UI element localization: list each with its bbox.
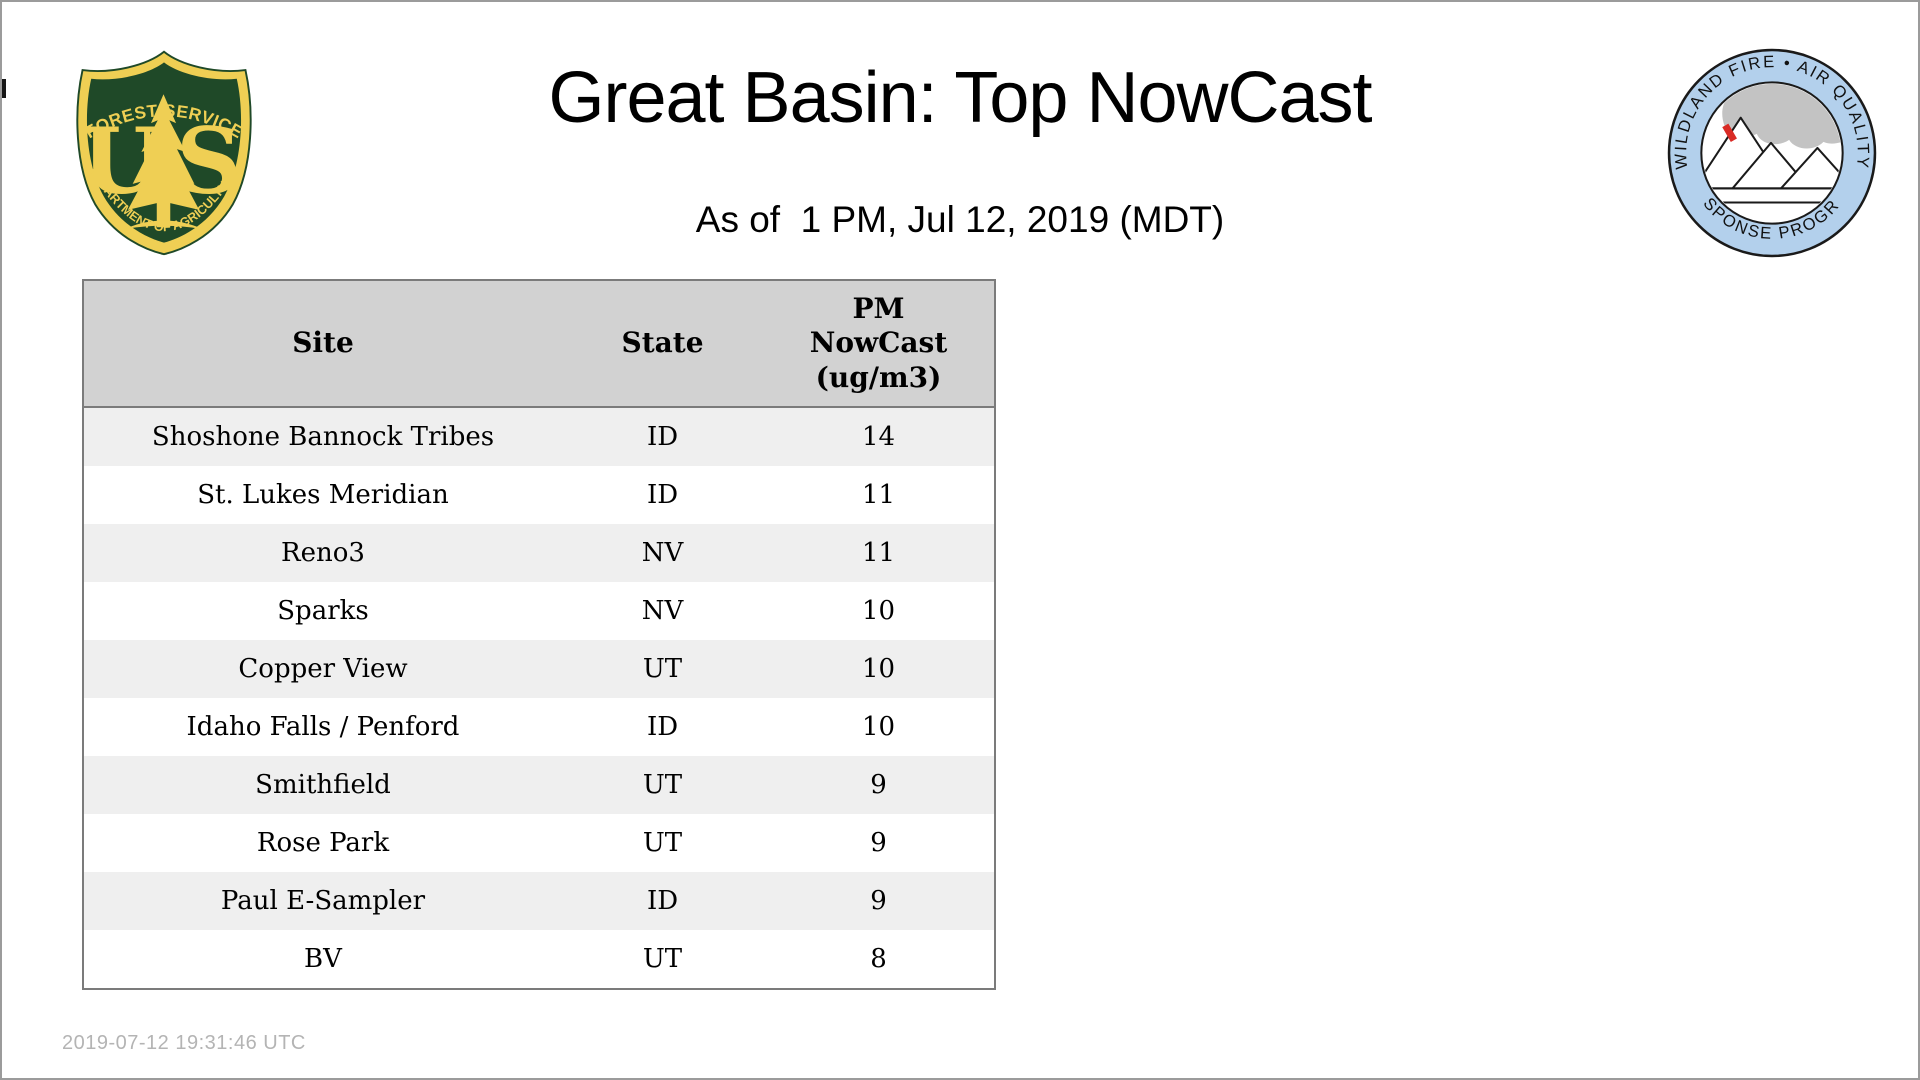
table-row: BV UT 8 bbox=[83, 930, 995, 989]
site-cell: Smithfield bbox=[255, 770, 391, 800]
page-subtitle: As of 1 PM, Jul 12, 2019 (MDT) bbox=[695, 199, 1225, 240]
state-cell: UT bbox=[642, 654, 683, 684]
nowcast-table: Site State PM NowCast (ug/m3) Shoshone B… bbox=[82, 279, 996, 990]
screen-edge-artifact bbox=[2, 79, 6, 98]
table-row: Sparks NV 10 bbox=[83, 582, 995, 640]
state-cell: NV bbox=[641, 596, 684, 626]
site-cell: Paul E-Sampler bbox=[220, 886, 426, 916]
table-row: Copper View UT 10 bbox=[83, 640, 995, 698]
site-cell: Reno3 bbox=[281, 538, 365, 568]
value-cell: 11 bbox=[861, 480, 896, 510]
state-cell: NV bbox=[641, 538, 684, 568]
site-cell: Shoshone Bannock Tribes bbox=[151, 422, 495, 452]
table-row: Paul E-Sampler ID 9 bbox=[83, 872, 995, 930]
forest-service-logo: FOREST SERVICE DEPARTMENT OF AGRICULTURE… bbox=[76, 50, 252, 256]
value-cell: 8 bbox=[870, 944, 887, 974]
column-header-pm-nowcast: PM NowCast (ug/m3) bbox=[763, 280, 995, 408]
generation-timestamp: 2019-07-12 19:31:46 UTC bbox=[62, 1032, 306, 1054]
table-row: St. Lukes Meridian ID 11 bbox=[83, 466, 995, 524]
column-header-state: State bbox=[562, 280, 763, 408]
table-row: Smithfield UT 9 bbox=[83, 756, 995, 814]
value-cell: 9 bbox=[870, 828, 887, 858]
site-cell: BV bbox=[304, 944, 342, 974]
fire-marker-icon bbox=[1722, 123, 1737, 143]
header-row: Site State PM NowCast (ug/m3) bbox=[83, 280, 995, 408]
value-cell: 10 bbox=[861, 596, 896, 626]
state-cell: ID bbox=[646, 712, 679, 742]
page-title: Great Basin: Top NowCast bbox=[548, 58, 1372, 138]
table-row: Reno3 NV 11 bbox=[83, 524, 995, 582]
state-cell: ID bbox=[646, 886, 679, 916]
state-cell: UT bbox=[642, 944, 683, 974]
state-cell: ID bbox=[646, 480, 679, 510]
site-cell: Sparks bbox=[277, 596, 369, 626]
state-cell: UT bbox=[642, 828, 683, 858]
table-row: Shoshone Bannock Tribes ID 14 bbox=[83, 407, 995, 466]
tree-base-mound bbox=[123, 220, 204, 230]
table-row: Idaho Falls / Penford ID 10 bbox=[83, 698, 995, 756]
value-cell: 14 bbox=[861, 422, 896, 452]
wildland-fire-air-quality-logo: WILDLAND FIRE • AIR QUALITY RESPONSE PRO… bbox=[1666, 47, 1877, 258]
table-row: Rose Park UT 9 bbox=[83, 814, 995, 872]
pine-tree-icon bbox=[127, 94, 200, 228]
value-cell: 9 bbox=[870, 770, 887, 800]
site-cell: Copper View bbox=[238, 654, 408, 684]
value-cell: 10 bbox=[861, 712, 896, 742]
state-cell: ID bbox=[646, 422, 679, 452]
table-header: Site State PM NowCast (ug/m3) bbox=[83, 280, 995, 408]
site-cell: Rose Park bbox=[256, 828, 390, 858]
value-cell: 11 bbox=[861, 538, 896, 568]
table-body: Shoshone Bannock Tribes ID 14 St. Lukes … bbox=[83, 407, 995, 989]
state-cell: UT bbox=[642, 770, 683, 800]
value-cell: 10 bbox=[861, 654, 896, 684]
value-cell: 9 bbox=[870, 886, 887, 916]
site-cell: Idaho Falls / Penford bbox=[186, 712, 460, 742]
site-cell: St. Lukes Meridian bbox=[197, 480, 449, 510]
column-header-site: Site bbox=[83, 280, 562, 408]
